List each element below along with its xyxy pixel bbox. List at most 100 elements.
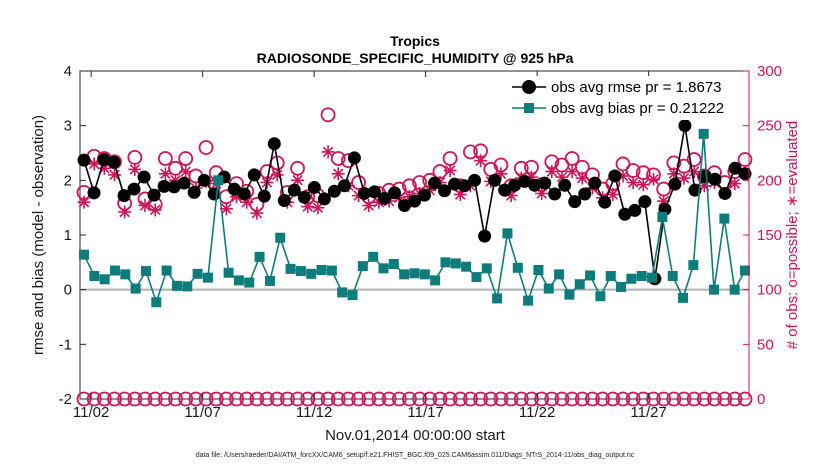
bias-point [409, 268, 420, 279]
count-zero-point [239, 391, 255, 407]
rmse-point [728, 161, 742, 175]
bias-point [192, 268, 203, 279]
rmse-point [87, 186, 101, 200]
rmse-point [97, 153, 111, 167]
rmse-point [137, 170, 151, 184]
bias-point [574, 279, 585, 290]
bias-point [440, 257, 451, 268]
bias-point [719, 213, 730, 224]
asterisk-stroke [139, 200, 151, 211]
asterisk-stroke [363, 200, 374, 211]
asterisk-stroke [160, 168, 171, 180]
evaluated-obs-point [687, 165, 701, 179]
y2-tick-label: 250 [757, 118, 782, 135]
evaluated-obs-point [636, 178, 650, 192]
evaluated-obs-point [677, 171, 691, 185]
possible-obs-point [564, 151, 580, 166]
bias-point [605, 271, 616, 281]
bias-point [161, 265, 172, 276]
bias-point [337, 287, 348, 298]
asterisk-stroke [302, 201, 313, 212]
rmse-point [598, 195, 612, 209]
count-zero-point [717, 391, 733, 407]
evaluated-obs-point [270, 168, 284, 182]
count-zero-point [218, 391, 234, 407]
bias-point [595, 291, 606, 302]
asterisk-stroke [536, 188, 547, 199]
legend-box [507, 76, 744, 120]
count-zero-point [615, 391, 631, 407]
bias-point [667, 271, 678, 281]
rmse-point [397, 198, 411, 212]
bias-point [357, 261, 368, 272]
asterisk-stroke [566, 166, 578, 177]
asterisk-stroke [312, 202, 324, 213]
bias-point [99, 274, 110, 285]
rmse-point [227, 182, 241, 196]
rmse-point [708, 172, 722, 186]
asterisk-stroke [332, 168, 344, 180]
rmse-point [528, 178, 542, 192]
rmse-point [317, 192, 331, 206]
possible-obs-point [157, 151, 173, 166]
count-zero-point [137, 391, 153, 407]
count-zero-point [442, 391, 458, 407]
bias-point [233, 275, 244, 286]
asterisk-stroke [648, 173, 659, 185]
legend-bias-marker [524, 103, 534, 113]
x-tick-label: 11/22 [519, 404, 555, 421]
y2-axis-label: # of obs: o=possible; ∗=evaluated [784, 121, 801, 350]
bias-point [554, 269, 565, 280]
count-zero-point [402, 391, 417, 407]
y-tick-label: -1 [59, 336, 72, 353]
evaluated-obs-point [545, 165, 559, 179]
count-zero-point [463, 391, 478, 407]
rmse-point [678, 119, 692, 133]
count-zero-point [737, 391, 753, 407]
y2-tick-label: 300 [757, 63, 782, 80]
y-tick-label: 4 [64, 63, 72, 80]
x-tick-label: 11/12 [296, 404, 332, 421]
rmse-point [508, 178, 522, 192]
count-zero-point [147, 391, 163, 407]
bias-point [202, 272, 213, 283]
count-zero-point [656, 391, 672, 407]
possible-obs-point [442, 151, 458, 166]
rmse-point [698, 170, 712, 184]
rmse-point [548, 187, 562, 201]
count-zero-point [696, 391, 712, 407]
bias-point [151, 297, 162, 308]
rmse-point [347, 151, 361, 165]
bias-point [626, 273, 637, 284]
count-zero-point [310, 391, 326, 407]
bias-point [419, 269, 430, 280]
bias-point [182, 281, 193, 292]
bias-point [109, 265, 120, 276]
count-zero-point [595, 391, 611, 407]
rmse-point [628, 203, 642, 217]
evaluated-obs-point [728, 177, 742, 191]
rmse-point [247, 168, 261, 182]
count-zero-point [727, 391, 743, 407]
count-zero-point [178, 391, 194, 407]
possible-obs-point [463, 144, 478, 160]
evaluated-obs-point [250, 206, 264, 220]
x-axis-label: Nov.01,2014 00:00:00 start [325, 427, 506, 444]
legend-rmse-label: obs avg rmse pr = 1.8673 [551, 79, 722, 96]
count-zero-point [686, 391, 702, 407]
evaluated-obs-point [158, 167, 172, 181]
count-zero-point [554, 391, 570, 407]
asterisk-stroke [556, 171, 568, 183]
x-tick-label: 11/27 [630, 404, 666, 421]
evaluated-obs-point [118, 205, 132, 219]
evaluated-obs-point [362, 199, 376, 212]
rmse-point [127, 182, 141, 196]
count-zero-point [351, 391, 366, 407]
count-zero-point [279, 391, 295, 407]
count-zero-point [574, 391, 590, 407]
rmse-point [167, 180, 181, 194]
chart-title: Tropics [390, 33, 440, 49]
count-zero-point [676, 391, 692, 407]
count-zero-point [320, 391, 336, 407]
asterisk-stroke [627, 177, 639, 188]
